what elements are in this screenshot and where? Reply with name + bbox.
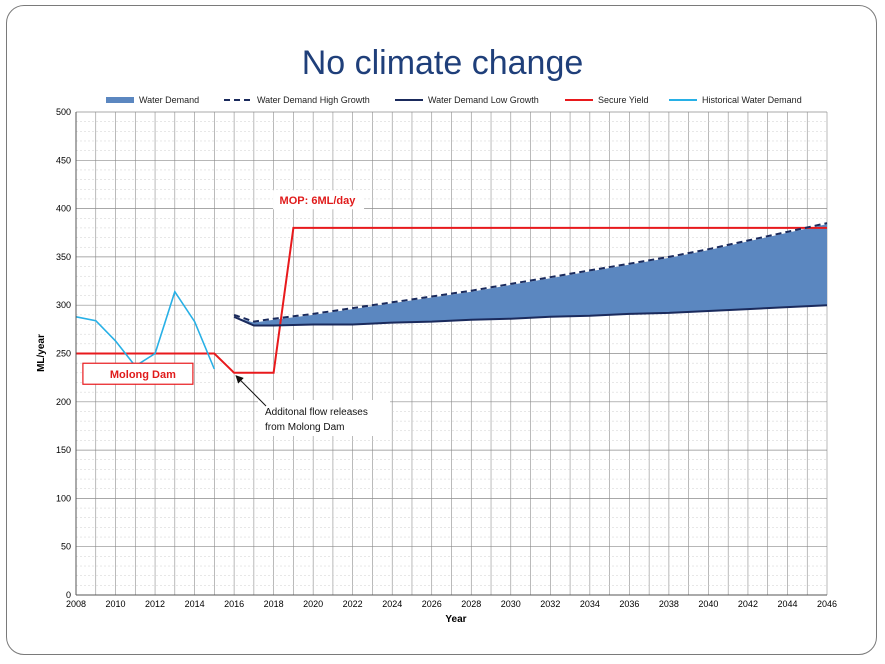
x-tick-label-2016: 2016 xyxy=(224,599,244,609)
y-tick-label-100: 100 xyxy=(56,493,71,503)
chart-series xyxy=(75,222,828,374)
series-low-growth-line xyxy=(233,304,828,327)
y-tick-label-350: 350 xyxy=(56,252,71,262)
y-tick-label-300: 300 xyxy=(56,300,71,310)
legend-label-secure-yield: Secure Yield xyxy=(598,95,649,105)
series-high-growth-line xyxy=(233,222,828,323)
y-tick-label-450: 450 xyxy=(56,155,71,165)
x-tick-label-2024: 2024 xyxy=(382,599,402,609)
y-tick-label-200: 200 xyxy=(56,397,71,407)
chart-tick-labels: 2008 2010 2012 2014 2016 2018 2020 2022 2024 2026… xyxy=(56,107,837,609)
x-tick-label-2036: 2036 xyxy=(619,599,639,609)
y-tick-label-50: 50 xyxy=(61,542,71,552)
x-tick-label-2008: 2008 xyxy=(66,599,86,609)
y-tick-label-0: 0 xyxy=(66,590,71,600)
y-tick-label-400: 400 xyxy=(56,204,71,214)
x-axis-title: Year xyxy=(445,614,466,625)
y-tick-label-500: 500 xyxy=(56,107,71,117)
x-tick-label-2030: 2030 xyxy=(501,599,521,609)
chart-axes xyxy=(75,112,827,596)
legend-swatch-water-demand xyxy=(106,97,134,103)
x-tick-label-2012: 2012 xyxy=(145,599,165,609)
x-tick-label-2046: 2046 xyxy=(817,599,837,609)
y-tick-label-150: 150 xyxy=(56,445,71,455)
flow-release-label-line1: Additonal flow releases xyxy=(265,407,368,418)
chart-legend: Water Demand Water Demand High Growth Wa… xyxy=(106,95,802,105)
flow-release-box xyxy=(258,400,390,436)
series-historical-line xyxy=(75,289,216,370)
legend-label-low-growth: Water Demand Low Growth xyxy=(428,95,539,105)
x-tick-label-2010: 2010 xyxy=(106,599,126,609)
page-title: No climate change xyxy=(301,44,584,82)
mop-annotation: MOP: 6ML/day xyxy=(280,195,357,207)
molong-dam-label: Molong Dam xyxy=(110,369,176,381)
x-tick-label-2034: 2034 xyxy=(580,599,600,609)
x-tick-label-2032: 2032 xyxy=(540,599,560,609)
y-axis-title: ML/year xyxy=(36,334,47,372)
x-tick-label-2026: 2026 xyxy=(422,599,442,609)
flow-release-arrow xyxy=(235,375,267,407)
x-tick-label-2040: 2040 xyxy=(698,599,718,609)
legend-label-water-demand: Water Demand xyxy=(139,95,199,105)
y-tick-label-250: 250 xyxy=(56,349,71,359)
x-tick-label-2042: 2042 xyxy=(738,599,758,609)
x-tick-label-2018: 2018 xyxy=(264,599,284,609)
series-secure-yield-line xyxy=(76,226,827,374)
mop-annotation-box xyxy=(273,190,365,210)
legend-label-historical: Historical Water Demand xyxy=(702,95,802,105)
x-tick-label-2038: 2038 xyxy=(659,599,679,609)
chart-annotations: MOP: 6ML/day Molong Dam Additonal flow r… xyxy=(82,190,390,436)
series-water-demand-area xyxy=(234,224,828,326)
x-tick-label-2044: 2044 xyxy=(777,599,797,609)
x-tick-label-2028: 2028 xyxy=(461,599,481,609)
legend-label-high-growth: Water Demand High Growth xyxy=(257,95,370,105)
x-tick-label-2020: 2020 xyxy=(303,599,323,609)
x-tick-label-2014: 2014 xyxy=(185,599,205,609)
x-tick-label-2022: 2022 xyxy=(343,599,363,609)
flow-release-label-line2: from Molong Dam xyxy=(265,422,344,433)
molong-dam-box xyxy=(82,362,194,385)
